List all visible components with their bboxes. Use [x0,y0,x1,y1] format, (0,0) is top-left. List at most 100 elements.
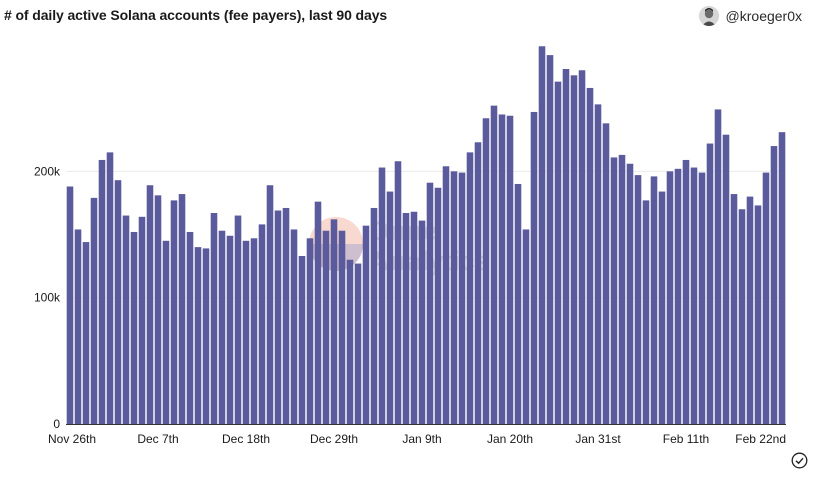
bar[interactable] [354,263,362,424]
bar[interactable] [194,247,202,424]
bar[interactable] [250,238,258,424]
bar[interactable] [290,229,298,424]
bar[interactable] [322,230,330,424]
bar[interactable] [258,224,266,424]
bar[interactable] [202,248,210,424]
bar[interactable] [698,172,706,424]
bar[interactable] [762,172,770,424]
bar[interactable] [138,216,146,424]
bar[interactable] [66,186,74,424]
y-axis: 0 100k 200k [34,164,61,431]
bar[interactable] [514,183,522,424]
author-name: @kroeger0x [725,8,802,24]
bar[interactable] [770,146,778,424]
bar[interactable] [450,171,458,424]
bar[interactable] [426,182,434,424]
bar[interactable] [98,159,106,424]
bar[interactable] [266,185,274,424]
bar[interactable] [146,185,154,424]
bar[interactable] [506,115,514,424]
bar[interactable] [82,242,90,424]
bar[interactable] [130,231,138,424]
bar[interactable] [602,123,610,424]
bar[interactable] [106,152,114,424]
bar[interactable] [162,240,170,424]
bar[interactable] [690,167,698,425]
bar[interactable] [298,255,306,424]
bar[interactable] [530,111,538,425]
avatar [698,6,719,26]
x-tick-label: Dec 18th [222,432,270,446]
bar[interactable] [754,205,762,424]
bar[interactable] [242,240,250,424]
bar[interactable] [282,207,290,424]
x-tick-label: Jan 31st [575,432,621,446]
bar[interactable] [778,132,786,425]
bar[interactable] [314,201,322,424]
bar[interactable] [738,209,746,424]
bar[interactable] [274,210,282,425]
bar[interactable] [386,191,394,424]
bar[interactable] [114,180,122,424]
bar[interactable] [154,195,162,424]
bar[interactable] [730,194,738,424]
bar[interactable] [474,142,482,424]
bar[interactable] [538,46,546,424]
bar[interactable] [442,166,450,424]
bar[interactable] [482,118,490,425]
bar[interactable] [90,197,98,424]
bar[interactable] [234,215,242,424]
chart-header: # of daily active Solana accounts (fee p… [4,6,804,27]
bar[interactable] [490,105,498,424]
bar[interactable] [610,157,618,424]
bar[interactable] [546,55,554,425]
bar[interactable] [338,230,346,424]
bar[interactable] [178,194,186,424]
bar[interactable] [186,231,194,424]
bar[interactable] [642,200,650,424]
bar[interactable] [570,75,578,424]
bar[interactable] [458,172,466,424]
bar[interactable] [210,213,218,424]
bar[interactable] [306,238,314,424]
bar[interactable] [330,219,338,424]
bar[interactable] [586,87,594,424]
bar[interactable] [378,167,386,425]
bar-series [66,46,786,425]
bar[interactable] [658,191,666,424]
bar[interactable] [370,207,378,424]
bar[interactable] [498,114,506,424]
bar[interactable] [522,229,530,424]
bar[interactable] [746,196,754,424]
bar[interactable] [402,213,410,424]
author-link[interactable]: @kroeger0x [698,6,802,26]
bar[interactable] [410,211,418,424]
bar[interactable] [362,225,370,424]
bar[interactable] [626,163,634,424]
bar[interactable] [394,161,402,425]
bar[interactable] [594,104,602,424]
bar[interactable] [466,152,474,424]
bar[interactable] [74,229,82,424]
bar[interactable] [674,168,682,424]
bar[interactable] [170,200,178,424]
bar[interactable] [578,70,586,425]
bar[interactable] [122,215,130,424]
bar[interactable] [226,235,234,424]
bar[interactable] [434,187,442,424]
bar[interactable] [666,171,674,424]
bar[interactable] [562,69,570,424]
bar[interactable] [634,175,642,424]
bar[interactable] [618,154,626,424]
check-circle-icon[interactable] [791,452,808,469]
bar[interactable] [650,176,658,424]
bar[interactable] [554,81,562,424]
grid-lines [66,170,786,299]
bar[interactable] [682,159,690,424]
bar[interactable] [346,259,354,424]
bar[interactable] [706,143,714,425]
bar[interactable] [722,134,730,424]
bar[interactable] [714,109,722,425]
bar[interactable] [218,230,226,424]
bar[interactable] [418,220,426,424]
